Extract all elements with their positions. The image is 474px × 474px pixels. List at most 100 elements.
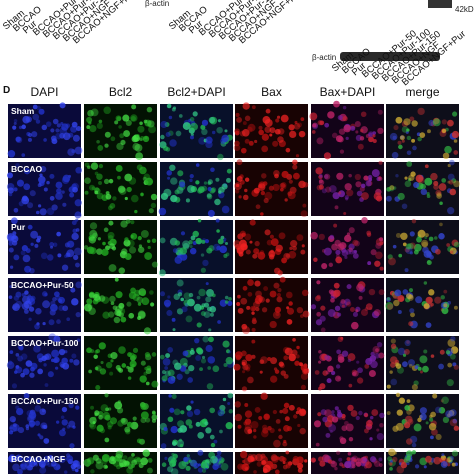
cell [356, 360, 360, 364]
cell [177, 170, 184, 177]
cell [439, 222, 443, 227]
cell [12, 125, 17, 130]
cell [240, 147, 247, 154]
cell [222, 397, 227, 402]
cell [323, 152, 332, 160]
cell [74, 199, 82, 207]
cell [70, 125, 78, 133]
cell [295, 154, 300, 158]
cell [204, 421, 209, 426]
cell [303, 368, 308, 374]
cell [376, 428, 380, 432]
cell [321, 263, 328, 270]
cell [61, 264, 69, 271]
cell [118, 302, 125, 309]
cell [148, 125, 156, 134]
cell [288, 250, 297, 259]
cell [61, 190, 65, 194]
cell [430, 411, 436, 418]
cell [95, 349, 101, 354]
cell [12, 240, 18, 246]
cell [282, 441, 288, 447]
cell [372, 346, 380, 354]
cell [283, 439, 287, 444]
cell [7, 172, 14, 179]
cell [127, 376, 132, 380]
cell [288, 124, 295, 131]
cell [433, 236, 438, 240]
cell [169, 459, 177, 468]
cell [333, 289, 341, 297]
cell [451, 130, 460, 139]
cell [126, 186, 132, 193]
cell [416, 236, 422, 243]
cell [15, 136, 21, 142]
cell [429, 417, 434, 422]
cell [120, 139, 126, 146]
cell [187, 377, 194, 383]
cell [390, 356, 398, 364]
cell [158, 269, 166, 277]
cell [175, 130, 182, 137]
cell [62, 132, 71, 141]
cell [120, 316, 127, 323]
cell [335, 450, 341, 455]
cell [417, 107, 425, 116]
cell [406, 150, 412, 156]
cell [20, 250, 26, 256]
cell [423, 281, 428, 285]
cell [317, 412, 322, 417]
cell [368, 288, 376, 296]
cell [98, 163, 104, 169]
cell [216, 229, 220, 233]
cell [270, 238, 279, 247]
cell [425, 421, 429, 425]
cell [272, 140, 279, 147]
cell [294, 360, 300, 366]
cell [360, 111, 367, 118]
cell [107, 421, 114, 428]
cell [249, 219, 256, 226]
cell [397, 294, 405, 302]
cell [449, 456, 455, 461]
cell [374, 352, 380, 359]
cell [103, 227, 109, 233]
cell [102, 454, 110, 462]
cell [75, 262, 80, 268]
cell [75, 405, 80, 410]
cell [225, 242, 229, 246]
cell [239, 130, 246, 137]
cell [355, 458, 361, 464]
cell [452, 418, 458, 424]
cell [355, 181, 362, 188]
cell [140, 192, 144, 197]
row-label: Sham [11, 106, 35, 116]
cell [34, 243, 39, 248]
cell [262, 427, 269, 434]
cell [202, 335, 209, 343]
cell [390, 378, 398, 386]
cell [50, 135, 57, 142]
cell [387, 303, 394, 310]
cell [403, 458, 408, 463]
cell [451, 178, 457, 184]
cell [278, 434, 283, 440]
cell [406, 128, 410, 132]
cell [142, 135, 150, 143]
cell [197, 449, 204, 456]
cell [115, 450, 124, 459]
cell [447, 163, 451, 168]
cell [96, 192, 104, 200]
cell [286, 307, 295, 315]
cell [28, 411, 37, 419]
cell [440, 399, 444, 403]
cell [29, 423, 35, 428]
cell [368, 370, 376, 378]
blot-band [340, 52, 440, 61]
cell [123, 130, 131, 138]
cell [61, 357, 68, 365]
cell [98, 342, 106, 350]
cell [241, 359, 248, 366]
cell [390, 343, 397, 349]
cell [425, 233, 429, 237]
